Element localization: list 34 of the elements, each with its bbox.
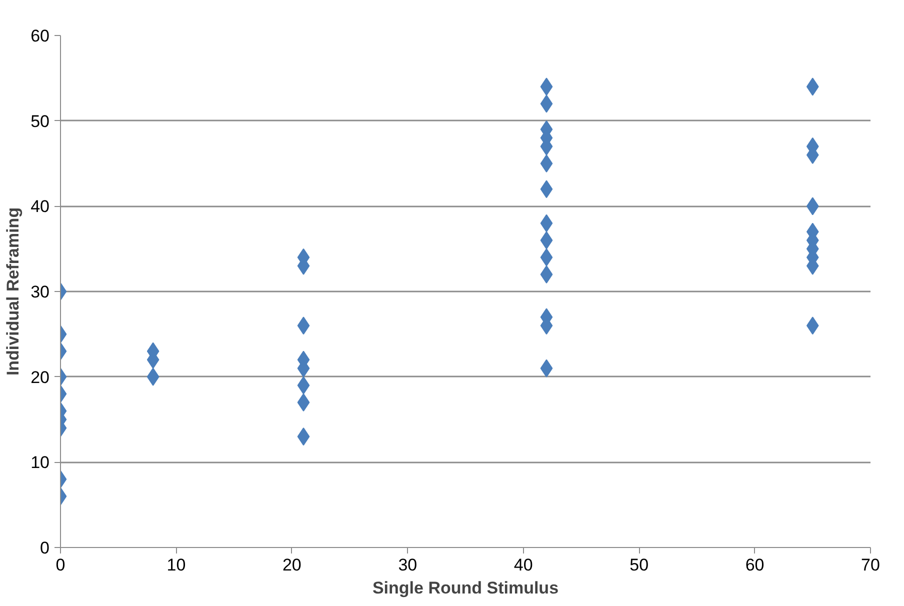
point	[540, 248, 553, 266]
y-tick-label: 0	[40, 538, 50, 558]
x-tick-label: 50	[630, 556, 649, 574]
point	[540, 180, 553, 198]
x-tick-label: 10	[166, 556, 186, 574]
point	[297, 393, 310, 412]
x-tick-label: 40	[514, 556, 533, 574]
y-tick-label: 50	[30, 112, 50, 131]
y-tick-label: 40	[30, 197, 50, 216]
point	[297, 316, 310, 335]
point	[540, 94, 553, 113]
y-tick-label: 60	[30, 26, 50, 46]
x-axis-title: Single Round Stimulus	[372, 578, 559, 598]
point	[540, 154, 553, 172]
point	[806, 316, 819, 335]
point	[540, 214, 553, 232]
x-tick-label: 30	[398, 556, 418, 574]
y-tick-label: 10	[30, 453, 50, 472]
point	[146, 368, 160, 386]
x-tick-label: 20	[282, 556, 302, 574]
point	[297, 376, 310, 394]
point	[806, 197, 819, 216]
point	[297, 428, 310, 446]
point	[806, 78, 819, 96]
x-tick-label: 60	[745, 556, 764, 574]
point	[540, 78, 553, 96]
x-tick-label: 0	[56, 556, 66, 574]
y-tick-label: 30	[30, 282, 50, 302]
point	[540, 359, 553, 378]
x-tick-label: 70	[861, 556, 880, 574]
y-tick-label: 20	[30, 368, 50, 387]
y-axis-title: Individual Reframing	[4, 207, 23, 376]
point	[540, 265, 553, 284]
point	[540, 231, 553, 250]
